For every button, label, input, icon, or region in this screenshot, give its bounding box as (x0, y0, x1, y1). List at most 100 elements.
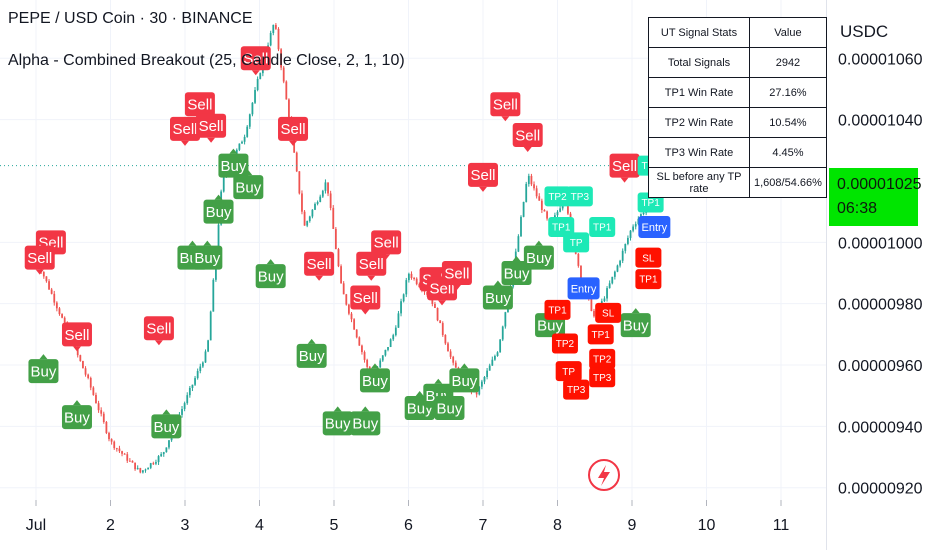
signal-box (28, 359, 59, 384)
signal-label: TP (570, 238, 583, 249)
buy-signal-marker[interactable]: Buy (359, 363, 390, 393)
buy-signal-marker[interactable]: Buy (523, 240, 554, 270)
candle-body (222, 176, 225, 192)
candle-body (136, 467, 139, 470)
sell-signal-marker[interactable]: Sell (441, 261, 472, 291)
time-tick-label: 2 (106, 517, 115, 534)
stats-row: TP1 Win Rate 27.16% (648, 77, 827, 108)
tp-signal-marker[interactable]: TP2 (544, 186, 571, 207)
buy-signal-marker[interactable]: Buy (151, 409, 182, 439)
candle-body (559, 208, 562, 212)
sell-signal-marker[interactable]: Sell (24, 245, 55, 275)
buy-signal-marker[interactable]: Buy (322, 406, 353, 436)
stats-value: 10.54% (749, 107, 827, 138)
signal-pointer (214, 194, 223, 200)
bar-countdown: 06:38 (837, 200, 878, 217)
buy-signal-marker[interactable]: Buy (233, 170, 264, 200)
candle-body (624, 243, 627, 251)
sell-signal-marker[interactable]: Sell (304, 251, 335, 281)
sell-signal-marker[interactable]: Sell (468, 162, 498, 192)
candle-body (118, 448, 121, 452)
candle-body (207, 340, 209, 352)
lightning-icon[interactable] (588, 459, 620, 491)
currency-label[interactable]: USDC (840, 22, 889, 41)
sell-signal-marker[interactable]: Sell (356, 251, 387, 281)
signal-label: Buy (485, 290, 511, 307)
buy-signal-marker[interactable]: Buy (61, 400, 92, 430)
stats-label: SL before any TP rate (648, 167, 750, 198)
buy-signal-marker[interactable]: Buy (192, 240, 223, 270)
sl-signal-marker[interactable]: TP1 (544, 299, 571, 320)
sl-signal-marker[interactable]: TP3 (563, 379, 590, 400)
sl-signal-marker[interactable]: SL (595, 302, 622, 323)
signal-box (304, 251, 335, 276)
sell-signal-marker[interactable]: Sell (196, 113, 227, 143)
sell-signal-marker[interactable]: Sell (350, 285, 381, 315)
sell-signal-marker[interactable]: Sell (371, 230, 402, 260)
buy-signal-marker[interactable]: Buy (350, 406, 381, 436)
candle-body (259, 73, 262, 79)
buy-signal-marker[interactable]: Buy (434, 390, 465, 420)
buy-signal-marker[interactable]: Buy (620, 308, 651, 338)
sell-signal-marker[interactable]: Sell (278, 116, 309, 146)
signal-label: TP (562, 367, 575, 378)
sell-signal-marker[interactable]: Sell (170, 116, 200, 146)
candle-body (42, 272, 45, 277)
signal-box (544, 299, 571, 320)
entry-signal-marker[interactable]: Entry (638, 215, 671, 238)
candle-body (288, 99, 290, 120)
sell-signal-marker[interactable]: Sell (609, 153, 640, 183)
buy-signal-marker[interactable]: Buy (28, 354, 59, 384)
stats-label: TP2 Win Rate (648, 107, 750, 138)
candle-body (353, 319, 356, 330)
tp-signal-marker[interactable]: TP1 (548, 216, 575, 237)
signal-pointer (361, 406, 370, 412)
candle-body (334, 228, 337, 250)
buy-signal-marker[interactable]: Buy (296, 338, 327, 368)
signal-label: Buy (504, 265, 530, 282)
candle-body (546, 211, 548, 219)
sl-signal-marker[interactable]: TP2 (589, 348, 616, 369)
sell-signal-marker[interactable]: Sell (490, 92, 521, 122)
candle-body (238, 143, 241, 150)
candle-body (274, 24, 277, 29)
candle-body (79, 355, 82, 362)
sell-signal-marker[interactable]: Sell (512, 122, 543, 152)
candle-body (543, 209, 546, 212)
sell-signal-marker[interactable]: Sell (184, 92, 215, 122)
sell-signal-marker[interactable]: Sell (61, 322, 92, 352)
candle-body (366, 359, 369, 367)
current-price-badge: 0.00001025 06:38 (829, 168, 922, 226)
sell-signal-marker[interactable]: Sell (240, 46, 271, 76)
sl-signal-marker[interactable]: TP1 (587, 324, 614, 345)
buy-signal-marker[interactable]: Buy (449, 363, 480, 393)
tp-signal-marker[interactable]: TP (563, 232, 590, 253)
sl-signal-marker[interactable]: TP (555, 361, 582, 382)
signal-pointer (162, 409, 171, 415)
buy-signal-marker[interactable]: Buy (255, 259, 286, 289)
tp-signal-marker[interactable]: TP3 (566, 186, 593, 207)
sl-signal-marker[interactable]: TP2 (551, 333, 578, 354)
signal-label: Sell (64, 327, 89, 344)
sell-signal-marker[interactable]: Sell (143, 316, 174, 346)
signal-box (233, 175, 264, 200)
tp-signal-marker[interactable]: TP1 (589, 216, 616, 237)
stats-label: TP1 Win Rate (648, 77, 750, 108)
time-axis: Jul 2 3 4 5 6 7 8 9 10 11 (26, 500, 789, 534)
price-tick-label: 0.00001040 (838, 113, 923, 130)
stats-header-row: UT Signal Stats Value (648, 17, 827, 48)
candle-body (387, 346, 389, 350)
signal-pointer (460, 363, 469, 369)
candle-body (345, 294, 348, 305)
sl-signal-marker[interactable]: TP1 (635, 269, 662, 290)
sl-signal-marker[interactable]: SL (635, 247, 662, 268)
buy-signal-marker[interactable]: Buy (203, 194, 234, 224)
candle-body (394, 327, 397, 336)
signal-label: TP1 (548, 305, 567, 316)
sl-signal-marker[interactable]: TP3 (589, 367, 616, 388)
buy-signal-marker[interactable]: Buy (218, 148, 249, 178)
entry-signal-marker[interactable]: Entry (567, 277, 600, 300)
indicator-title[interactable]: Alpha - Combined Breakout (25, Candle Cl… (8, 52, 405, 69)
buy-signal-marker[interactable]: Buy (482, 280, 513, 310)
